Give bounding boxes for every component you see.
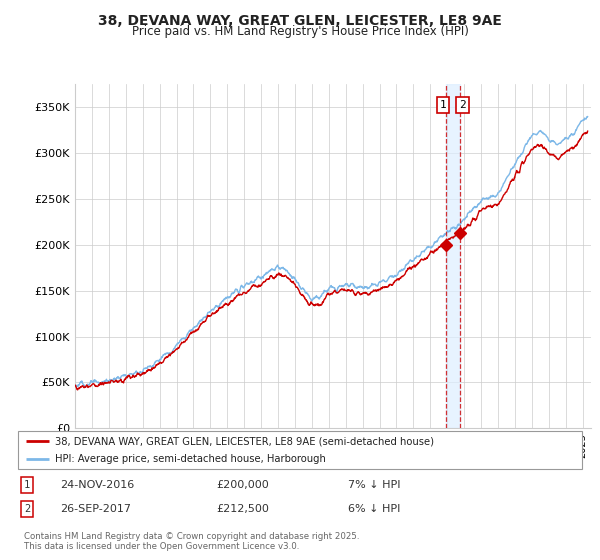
Bar [446,84,460,428]
Text: Price paid vs. HM Land Registry's House Price Index (HPI): Price paid vs. HM Land Registry's House … [131,25,469,38]
Text: 7% ↓ HPI: 7% ↓ HPI [348,480,401,490]
Text: 2: 2 [24,504,30,514]
Text: 1: 1 [440,100,446,110]
Text: HPI: Average price, semi-detached house, Harborough: HPI: Average price, semi-detached house,… [55,454,326,464]
Text: 6% ↓ HPI: 6% ↓ HPI [348,504,400,514]
Text: 24-NOV-2016: 24-NOV-2016 [60,480,134,490]
Text: 1: 1 [24,480,30,490]
Text: 26-SEP-2017: 26-SEP-2017 [60,504,131,514]
Text: 2: 2 [459,100,466,110]
Text: £212,500: £212,500 [216,504,269,514]
Text: 38, DEVANA WAY, GREAT GLEN, LEICESTER, LE8 9AE (semi-detached house): 38, DEVANA WAY, GREAT GLEN, LEICESTER, L… [55,436,434,446]
Text: 38, DEVANA WAY, GREAT GLEN, LEICESTER, LE8 9AE: 38, DEVANA WAY, GREAT GLEN, LEICESTER, L… [98,14,502,28]
Text: £200,000: £200,000 [216,480,269,490]
FancyBboxPatch shape [18,431,582,469]
Text: Contains HM Land Registry data © Crown copyright and database right 2025.
This d: Contains HM Land Registry data © Crown c… [24,532,359,552]
